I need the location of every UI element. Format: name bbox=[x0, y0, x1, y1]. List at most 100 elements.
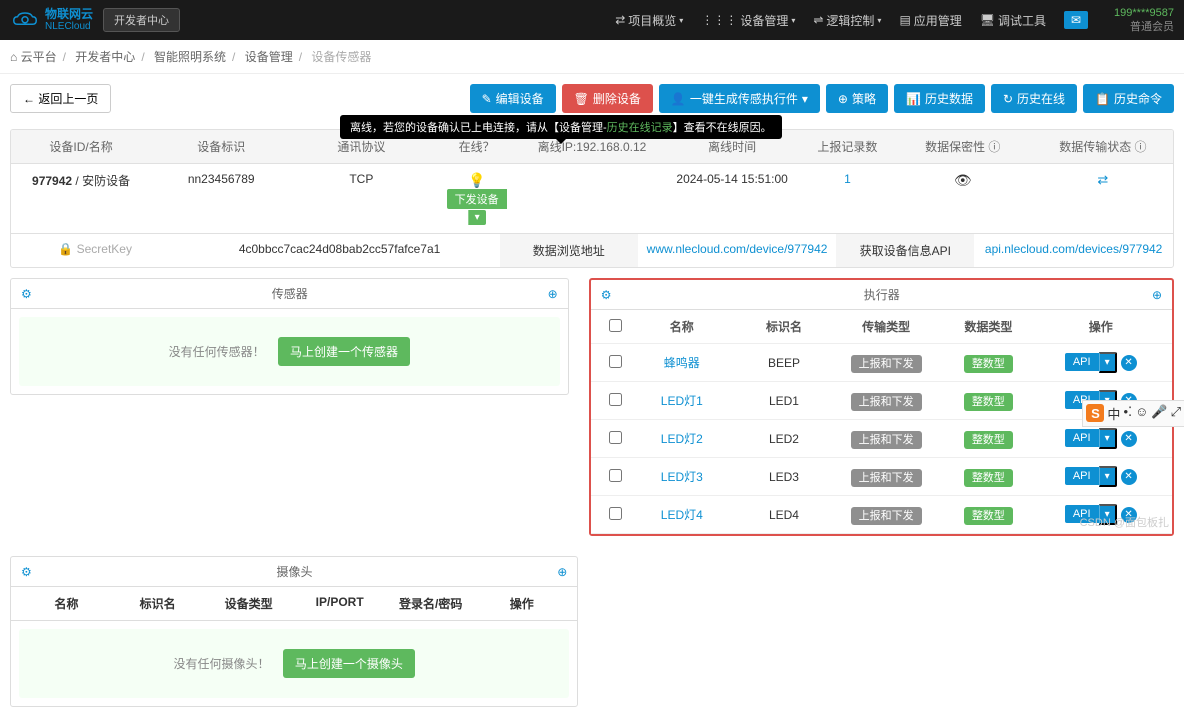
hdr-ident: 设备标识 bbox=[151, 130, 291, 163]
home-icon: ⌂ bbox=[10, 50, 17, 64]
exec-name[interactable]: LED灯3 bbox=[661, 470, 703, 484]
delete-exec-icon[interactable]: ✕ bbox=[1121, 431, 1137, 447]
trans-badge: 上报和下发 bbox=[851, 431, 922, 449]
cell-offtime: 2024-05-14 15:51:00 bbox=[662, 164, 802, 233]
nav-overview[interactable]: ⇄ 项目概览 ▾ bbox=[615, 12, 683, 29]
api-dropdown[interactable]: ▾ bbox=[1099, 428, 1117, 449]
cell-records[interactable]: 1 bbox=[802, 164, 892, 233]
create-sensor-button[interactable]: 马上创建一个传感器 bbox=[278, 337, 410, 366]
mail-icon[interactable]: ✉ bbox=[1064, 11, 1088, 29]
cell-privacy[interactable]: 👁 bbox=[893, 164, 1033, 233]
cam-h1: 标识名 bbox=[112, 595, 203, 612]
exec-row-check[interactable] bbox=[609, 507, 622, 520]
dtype-badge: 整数型 bbox=[964, 469, 1013, 487]
sensor-panel: ⚙ 传感器 ⊕ 没有任何传感器！ 马上创建一个传感器 bbox=[10, 278, 569, 395]
device-info-table: 设备ID/名称 设备标识 通讯协议 在线？ 离线IP:192.168.0.12 … bbox=[10, 129, 1174, 268]
exec-check-all[interactable] bbox=[609, 319, 622, 332]
exec-tag: LED4 bbox=[733, 508, 835, 522]
dtype-badge: 整数型 bbox=[964, 393, 1013, 411]
cam-settings-icon[interactable]: ⚙ bbox=[21, 565, 32, 579]
top-bar: 物联网云 NLECloud 开发者中心 ⇄ 项目概览 ▾ ⋮⋮⋮ 设备管理 ▾ … bbox=[0, 0, 1184, 40]
nav-debug[interactable]: 🖥 调试工具 bbox=[980, 12, 1046, 29]
sensor-empty: 没有任何传感器！ bbox=[169, 345, 265, 359]
sogou-icon[interactable]: S bbox=[1086, 404, 1104, 422]
api-dropdown[interactable]: ▾ bbox=[1099, 352, 1117, 373]
deploy-button[interactable]: 下发设备 bbox=[447, 189, 507, 209]
delete-device-button[interactable]: 🗑 删除设备 bbox=[562, 84, 653, 113]
exec-tag: LED1 bbox=[733, 394, 835, 408]
exec-add-icon[interactable]: ⊕ bbox=[1152, 288, 1162, 302]
secret-label: 🔒 SecretKey bbox=[11, 234, 179, 267]
breadcrumb: ⌂ 云平台/ 开发者中心/ 智能照明系统/ 设备管理/ 设备传感器 bbox=[0, 40, 1184, 74]
deploy-dropdown[interactable]: ▾ bbox=[468, 210, 486, 225]
tool-more[interactable]: •⁚ bbox=[1123, 404, 1132, 423]
delete-exec-icon[interactable]: ✕ bbox=[1121, 355, 1137, 371]
exec-row-check[interactable] bbox=[609, 469, 622, 482]
api-label: 获取设备信息API bbox=[836, 234, 974, 267]
exec-hdr-name: 名称 bbox=[631, 318, 733, 335]
cam-title: 摄像头 bbox=[32, 563, 557, 580]
exec-name[interactable]: LED灯4 bbox=[661, 508, 703, 522]
trans-badge: 上报和下发 bbox=[851, 507, 922, 525]
cloud-logo-icon bbox=[10, 8, 40, 33]
tool-lang[interactable]: 中 bbox=[1107, 404, 1120, 423]
exec-row-check[interactable] bbox=[609, 431, 622, 444]
exec-name[interactable]: LED灯2 bbox=[661, 432, 703, 446]
crumb-0[interactable]: 云平台 bbox=[21, 50, 57, 64]
float-toolbar: S 中 •⁚ ☺ 🎤 ⤢ bbox=[1082, 400, 1184, 427]
cell-id: 977942 / 安防设备 bbox=[11, 164, 151, 233]
nav-logic[interactable]: ⇌ 逻辑控制 ▾ bbox=[813, 12, 881, 29]
cell-online: 💡 下发设备▾ bbox=[431, 164, 521, 233]
cam-h2: 设备类型 bbox=[203, 595, 294, 612]
browse-url[interactable]: www.nlecloud.com/device/977942 bbox=[638, 234, 837, 267]
history-cmd-button[interactable]: 📋 历史命令 bbox=[1083, 84, 1174, 113]
user-info[interactable]: 199****9587 普通会员 bbox=[1114, 6, 1174, 35]
cam-h3: IP/PORT bbox=[294, 595, 385, 612]
user-level: 普通会员 bbox=[1130, 20, 1174, 34]
api-dropdown[interactable]: ▾ bbox=[1099, 466, 1117, 487]
exec-row: 蜂鸣器BEEP上报和下发整数型API▾✕ bbox=[591, 344, 1172, 382]
exec-row-check[interactable] bbox=[609, 393, 622, 406]
api-button[interactable]: API bbox=[1065, 353, 1099, 371]
exec-name[interactable]: LED灯1 bbox=[661, 394, 703, 408]
api-url[interactable]: api.nlecloud.com/devices/977942 bbox=[974, 234, 1173, 267]
crumb-3[interactable]: 设备管理 bbox=[245, 50, 293, 64]
exec-settings-icon[interactable]: ⚙ bbox=[601, 288, 612, 302]
hdr-privacy: 数据保密性 ⓘ bbox=[893, 130, 1033, 163]
exec-tag: LED2 bbox=[733, 432, 835, 446]
hdr-transfer: 数据传输状态 ⓘ bbox=[1033, 130, 1173, 163]
generate-button[interactable]: 👤 一键生成传感执行件 ▾ bbox=[659, 84, 820, 113]
cam-empty: 没有任何摄像头！ bbox=[173, 657, 269, 671]
crumb-1[interactable]: 开发者中心 bbox=[75, 50, 135, 64]
exec-tag: LED3 bbox=[733, 470, 835, 484]
hdr-id: 设备ID/名称 bbox=[11, 130, 151, 163]
tool-expand[interactable]: ⤢ bbox=[1171, 404, 1181, 423]
exec-name[interactable]: 蜂鸣器 bbox=[664, 356, 700, 370]
create-camera-button[interactable]: 马上创建一个摄像头 bbox=[283, 649, 415, 678]
crumb-2[interactable]: 智能照明系统 bbox=[154, 50, 226, 64]
api-button[interactable]: API bbox=[1065, 429, 1099, 447]
delete-exec-icon[interactable]: ✕ bbox=[1121, 469, 1137, 485]
dev-center-button[interactable]: 开发者中心 bbox=[103, 8, 180, 32]
history-online-button[interactable]: ↻ 历史在线 bbox=[991, 84, 1077, 113]
nav-app[interactable]: ▤ 应用管理 bbox=[899, 12, 961, 29]
history-data-button[interactable]: 📊 历史数据 bbox=[894, 84, 985, 113]
logo[interactable]: 物联网云 NLECloud bbox=[10, 8, 93, 33]
exec-tag: BEEP bbox=[733, 356, 835, 370]
cam-add-icon[interactable]: ⊕ bbox=[557, 565, 567, 579]
cell-transfer[interactable]: ⇄ bbox=[1033, 164, 1173, 233]
nav-device[interactable]: ⋮⋮⋮ 设备管理 ▾ bbox=[701, 12, 795, 29]
sensor-settings-icon[interactable]: ⚙ bbox=[21, 287, 32, 301]
tool-smile[interactable]: ☺ bbox=[1135, 404, 1148, 423]
back-button[interactable]: ← 返回上一页 bbox=[10, 84, 111, 113]
brand-cn: 物联网云 bbox=[45, 8, 93, 21]
exec-row: LED灯3LED3上报和下发整数型API▾✕ bbox=[591, 458, 1172, 496]
edit-device-button[interactable]: ✎ 编辑设备 bbox=[470, 84, 556, 113]
tooltip-link[interactable]: 历史在线记录 bbox=[607, 122, 673, 134]
exec-row-check[interactable] bbox=[609, 355, 622, 368]
secret-value: 4c0bbcc7cac24d08bab2cc57fafce7a1 bbox=[179, 234, 500, 267]
strategy-button[interactable]: ⊕ 策略 bbox=[826, 84, 888, 113]
sensor-add-icon[interactable]: ⊕ bbox=[548, 287, 558, 301]
api-button[interactable]: API bbox=[1065, 467, 1099, 485]
tool-mic[interactable]: 🎤 bbox=[1151, 404, 1167, 423]
